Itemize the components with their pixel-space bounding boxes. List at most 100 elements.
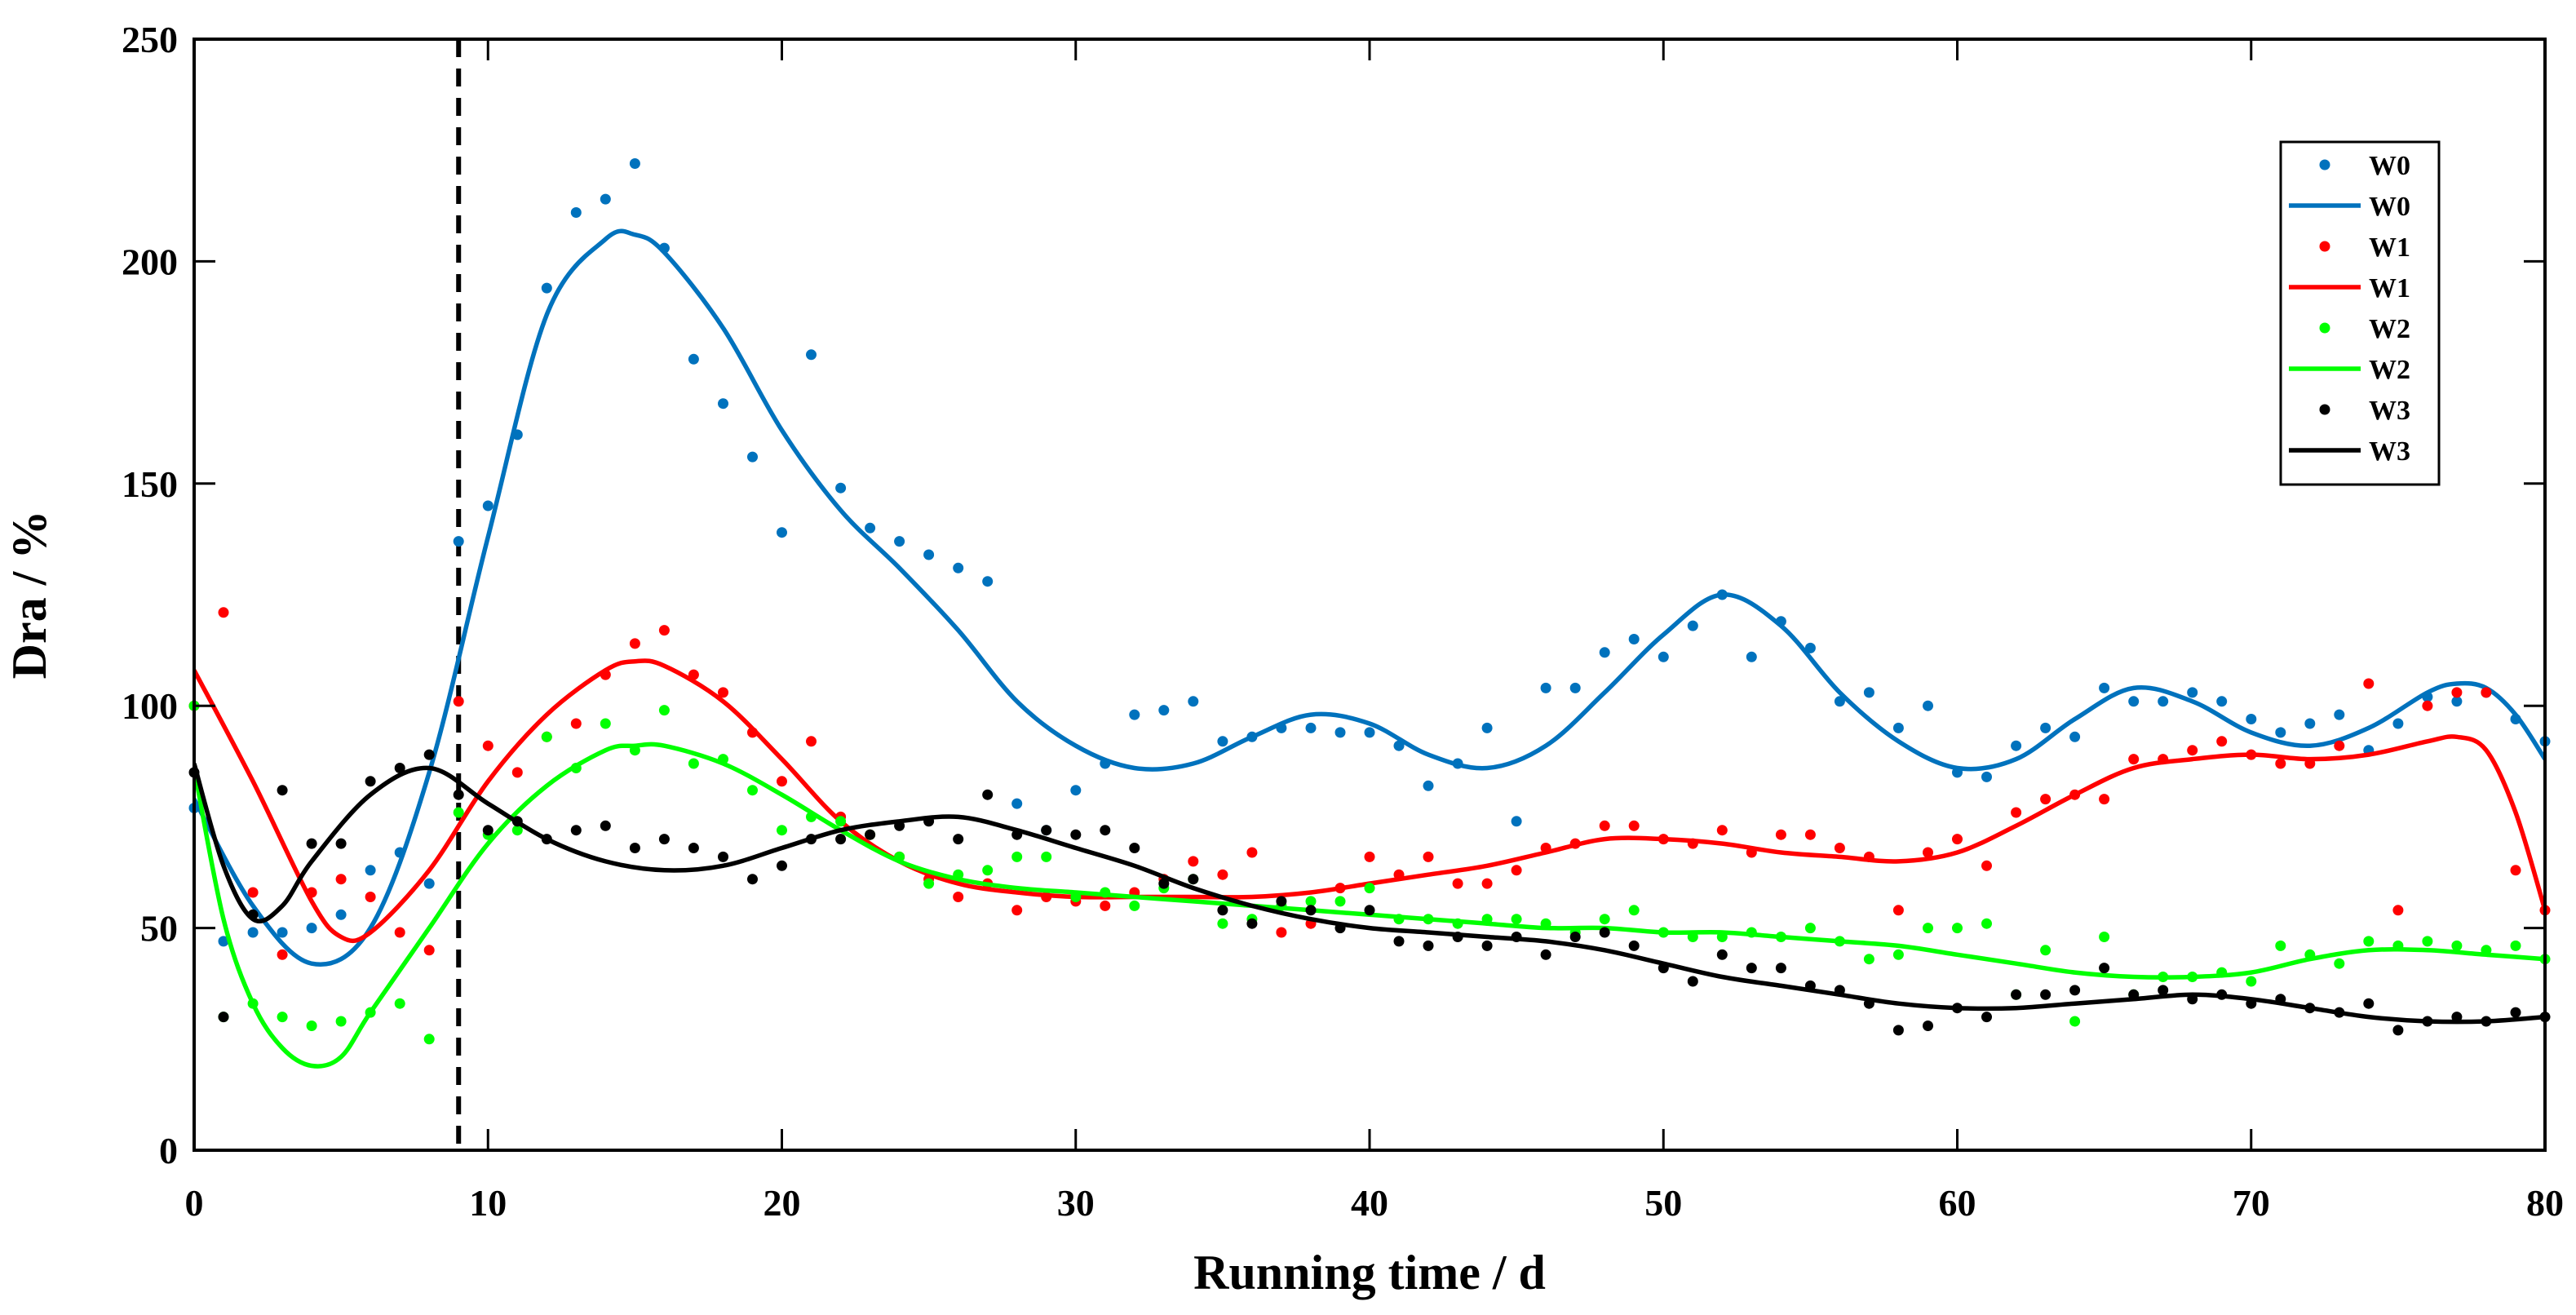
- data-point-w2: [2451, 940, 2463, 951]
- data-point-w3: [1364, 905, 1375, 916]
- data-point-w0: [777, 527, 787, 538]
- data-point-w0: [1011, 798, 1023, 809]
- fit-line-w0: [194, 228, 2545, 967]
- data-point-w0: [2334, 709, 2345, 720]
- data-point-w3: [600, 820, 611, 831]
- data-point-w1: [2216, 736, 2228, 747]
- data-point-w1: [1599, 820, 1610, 831]
- data-point-w0: [747, 451, 758, 463]
- data-point-w0: [2011, 740, 2022, 751]
- data-point-w2: [747, 785, 758, 796]
- data-point-w3: [953, 834, 964, 845]
- data-point-w2: [658, 705, 670, 716]
- data-point-w0: [953, 562, 964, 573]
- data-point-w3: [1628, 940, 1640, 951]
- data-point-w1: [1246, 847, 1258, 858]
- data-point-w1: [1100, 900, 1111, 911]
- y-axis-label: Dra / %: [2, 511, 56, 680]
- data-point-w1: [2422, 700, 2433, 711]
- data-point-w3: [335, 838, 347, 849]
- data-point-w1: [658, 625, 670, 636]
- fit-line-w1: [194, 658, 2545, 944]
- data-point-w0: [2187, 687, 2198, 698]
- data-point-w3: [306, 838, 317, 849]
- data-point-w0: [423, 878, 435, 889]
- data-point-w2: [2510, 940, 2521, 951]
- data-point-w2: [1217, 918, 1228, 929]
- y-tick-label: 100: [122, 685, 178, 727]
- data-point-w1: [482, 740, 494, 751]
- data-point-w0: [1393, 740, 1405, 751]
- data-point-w0: [688, 353, 699, 365]
- legend-items: W0 W0 W1 W1 W2 W2 W3 W3: [2289, 151, 2410, 467]
- data-point-w2: [423, 1034, 435, 1045]
- data-point-w1: [1011, 905, 1023, 916]
- data-point-w0: [1746, 651, 1757, 662]
- data-point-w3: [1305, 905, 1317, 916]
- data-point-w0: [2275, 727, 2286, 738]
- data-point-w2: [1981, 918, 1992, 929]
- data-point-w0: [1188, 696, 1199, 707]
- x-tick-label: 40: [1351, 1182, 1388, 1224]
- data-point-w3: [1423, 940, 1434, 951]
- data-point-w0: [2304, 718, 2316, 729]
- legend-label-w2: W2: [2369, 355, 2410, 385]
- data-point-w2: [600, 718, 611, 729]
- data-point-w3: [1540, 949, 1551, 960]
- data-point-w3: [1041, 825, 1052, 836]
- data-point-w2: [1129, 900, 1140, 911]
- data-point-w0: [835, 482, 847, 494]
- data-point-w3: [2040, 989, 2052, 1000]
- data-point-w1: [953, 892, 964, 902]
- data-point-w1: [394, 927, 405, 938]
- legend-marker-w3: [2319, 404, 2330, 415]
- data-point-w1: [1423, 851, 1434, 862]
- data-point-w0: [1129, 709, 1140, 720]
- data-point-w0: [1481, 722, 1493, 733]
- x-axis-label: Running time / d: [1193, 1246, 1546, 1300]
- data-point-w3: [1892, 1025, 1904, 1036]
- data-point-w2: [453, 807, 464, 818]
- data-point-w1: [1892, 905, 1904, 916]
- data-point-w3: [1981, 1012, 1992, 1023]
- data-point-w3: [1481, 940, 1493, 951]
- legend-label-w3: W3: [2369, 436, 2410, 467]
- data-point-w0: [2216, 696, 2228, 707]
- data-point-w0: [570, 207, 582, 218]
- data-point-w3: [2510, 1007, 2521, 1018]
- legend-box: [2279, 140, 2441, 486]
- y-tick-label: 150: [122, 463, 178, 505]
- data-point-w2: [2246, 976, 2257, 987]
- data-point-w3: [688, 843, 699, 853]
- data-point-w0: [1923, 700, 1933, 711]
- data-point-w0: [1511, 816, 1522, 827]
- data-point-w2: [541, 731, 552, 742]
- data-point-w1: [2187, 745, 2198, 756]
- data-point-w3: [1276, 896, 1287, 907]
- data-point-w2: [1628, 905, 1640, 916]
- data-point-w2: [2334, 958, 2345, 969]
- data-point-w0: [335, 909, 347, 920]
- data-point-w1: [1952, 834, 1963, 845]
- data-point-w3: [2099, 963, 2110, 974]
- data-point-w2: [1041, 851, 1052, 862]
- data-point-w3: [1393, 936, 1405, 947]
- data-point-w0: [1334, 727, 1346, 738]
- data-point-w1: [777, 776, 787, 787]
- data-point-w1: [277, 949, 288, 960]
- data-point-w0: [1834, 696, 1845, 707]
- data-point-w3: [1569, 932, 1581, 942]
- data-point-w1: [247, 887, 259, 898]
- x-tick-label: 30: [1057, 1182, 1095, 1224]
- data-point-w1: [1923, 847, 1933, 858]
- data-point-w3: [394, 763, 405, 773]
- legend-label-w0: W0: [2369, 192, 2410, 222]
- x-tick-label: 70: [2233, 1182, 2270, 1224]
- legend-label-w1: W1: [2369, 273, 2410, 303]
- data-point-w2: [688, 758, 699, 769]
- data-point-w2: [1952, 923, 1963, 934]
- data-point-w2: [982, 865, 994, 876]
- data-point-w3: [1775, 963, 1786, 974]
- data-point-w1: [1834, 843, 1845, 853]
